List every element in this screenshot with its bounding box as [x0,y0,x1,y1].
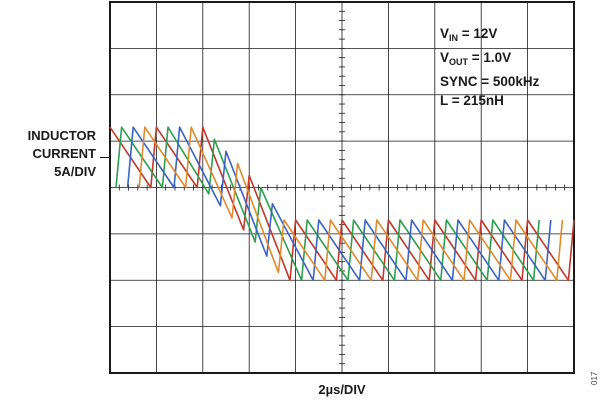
phase-current-trace-3 [126,126,552,282]
figure-id: 017 [590,371,599,385]
phase-current-trace-4 [138,126,564,282]
y-axis-label-line2: CURRENT [32,146,96,161]
annotation-inductance: L = 215nH [440,93,504,108]
conditions-annotation: VIN = 12V VOUT = 1.0V SYNC = 500kHz L = … [440,24,580,110]
annotation-sync: SYNC = 500kHz [440,74,540,89]
annotation-vin: VIN = 12V [440,26,498,43]
x-axis-label: 2µs/DIV [318,382,366,397]
phase-current-trace-1 [109,126,575,282]
y-axis-label-line3: 5A/DIV [54,164,96,179]
annotation-vout: VOUT = 1.0V [440,50,512,67]
y-axis-label-line1: INDUCTOR [27,128,96,143]
